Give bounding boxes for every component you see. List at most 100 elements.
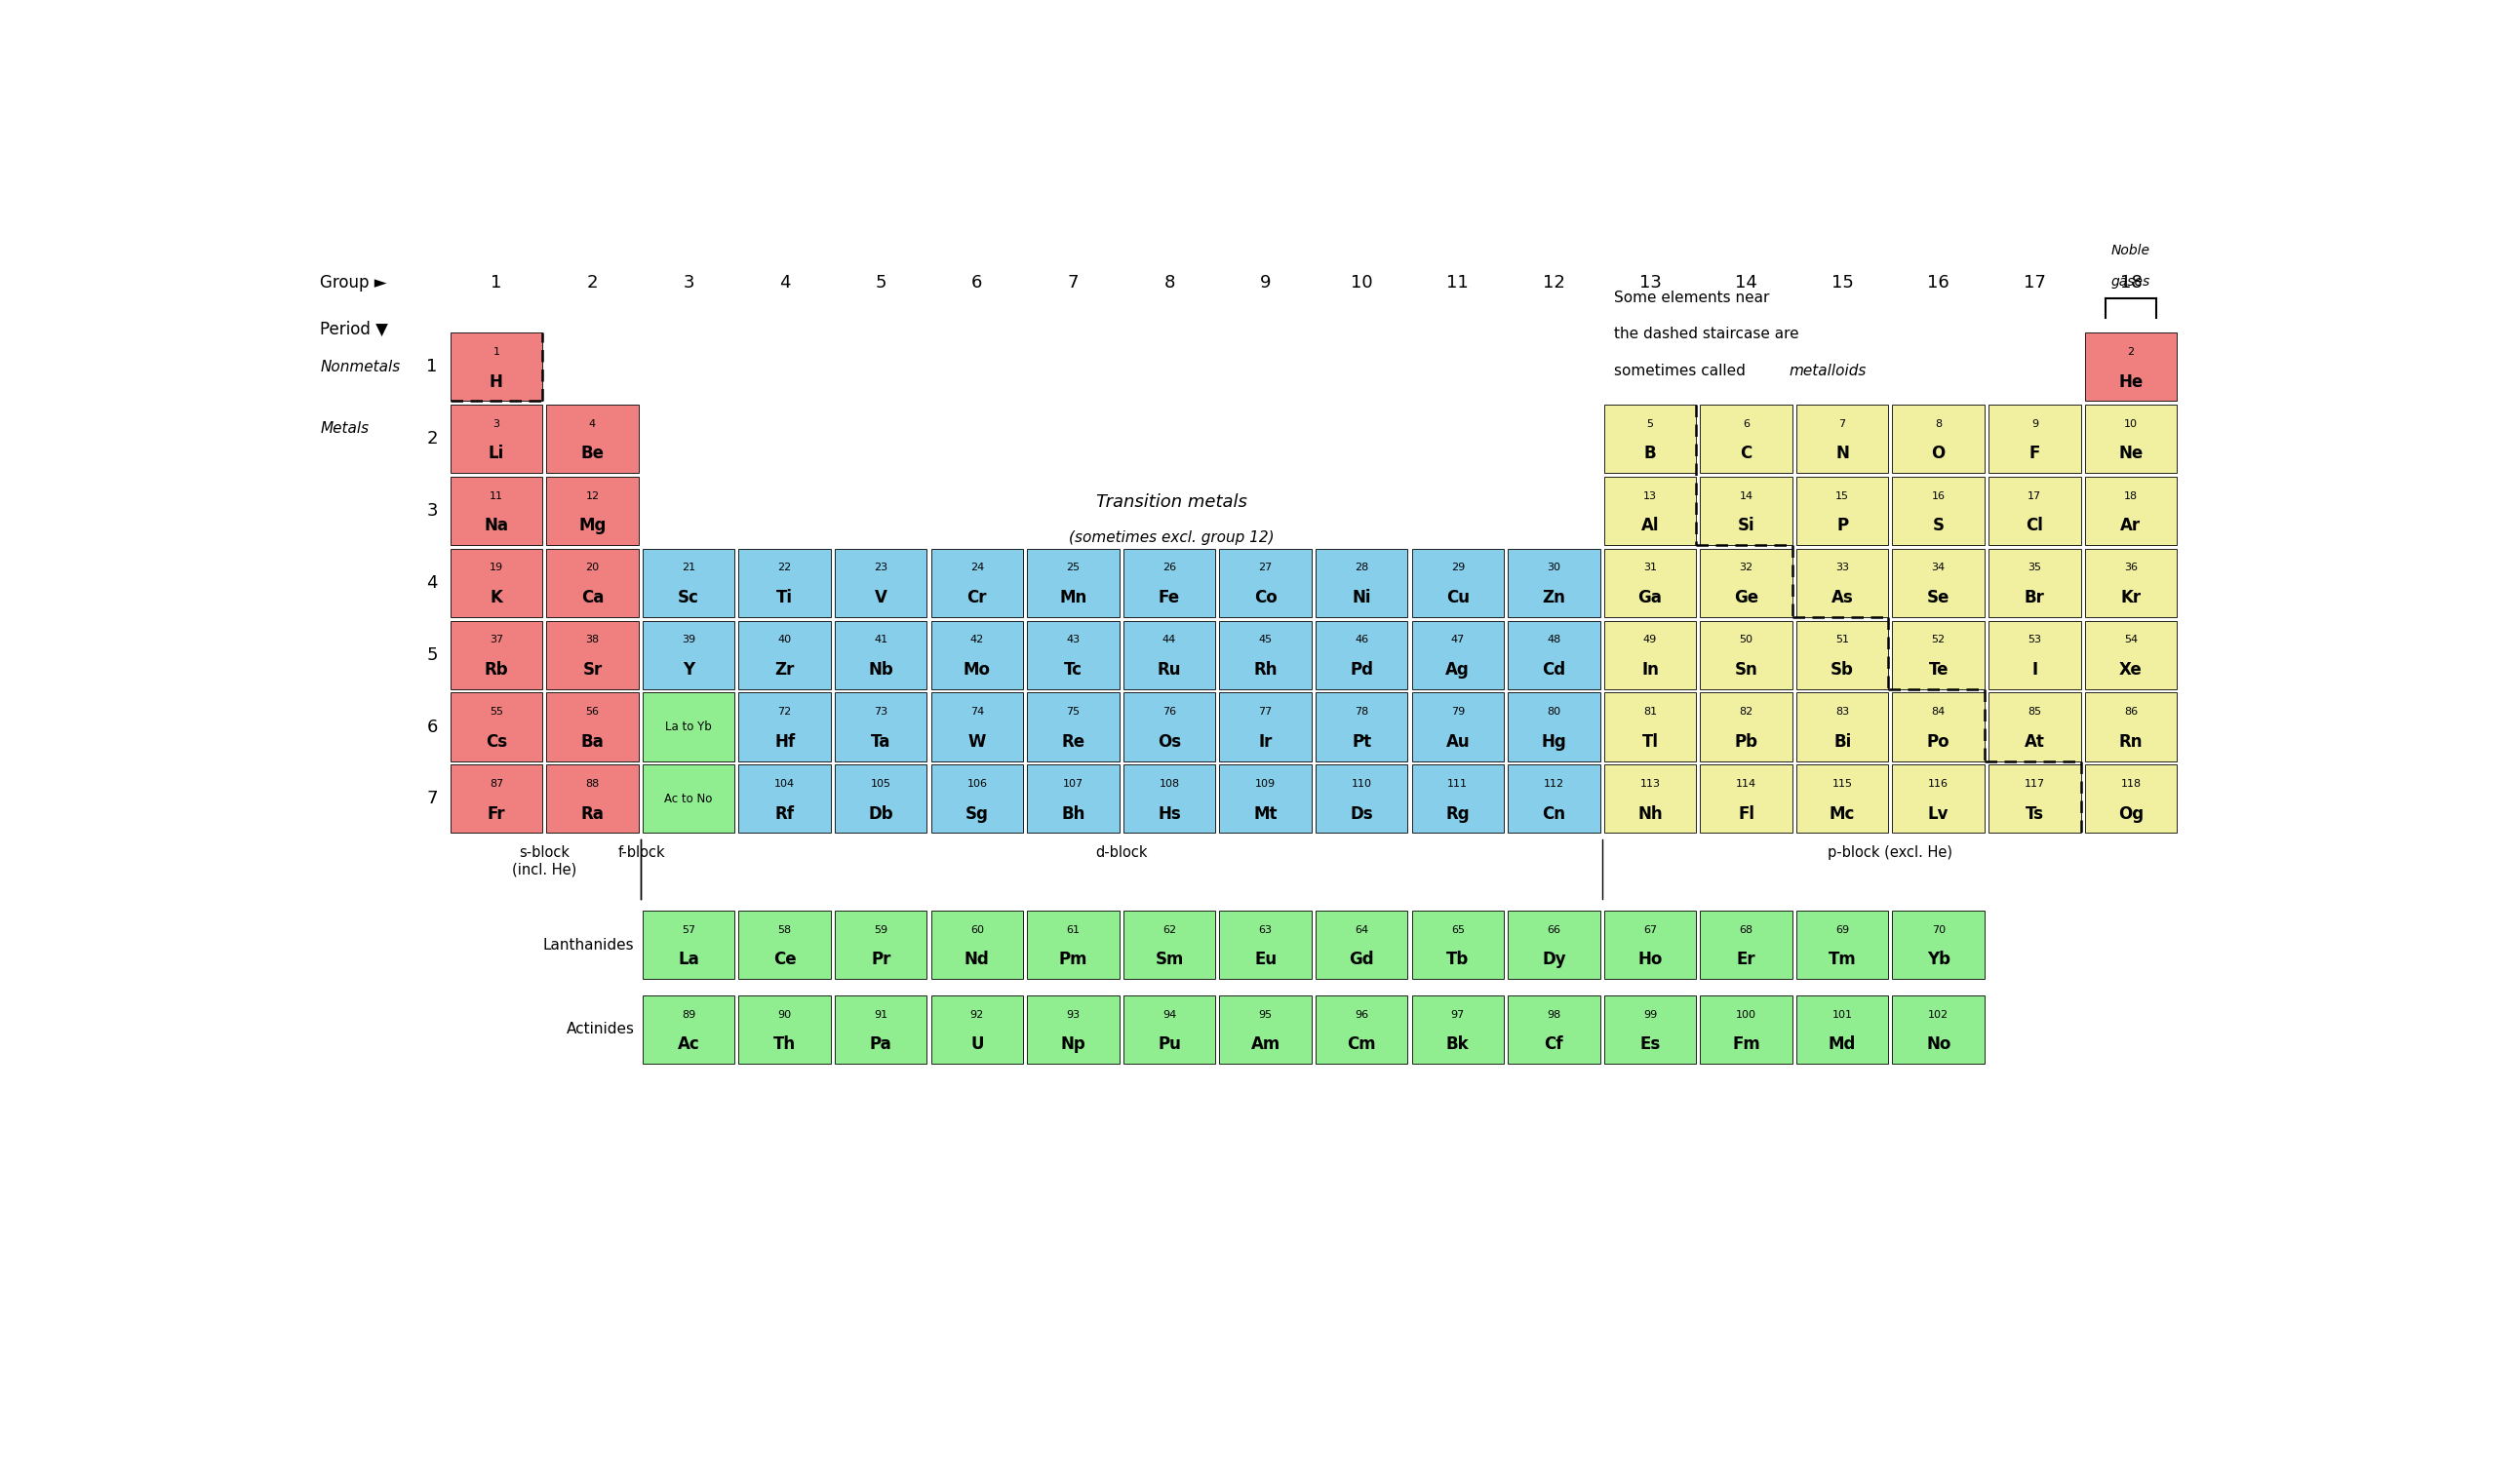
Text: 20: 20 <box>585 562 600 573</box>
Bar <box>643 996 736 1064</box>
Text: p-block (excl. He): p-block (excl. He) <box>1827 845 1953 860</box>
Text: Os: Os <box>1157 733 1182 750</box>
Text: Dy: Dy <box>1542 952 1565 968</box>
Text: Zr: Zr <box>774 662 794 679</box>
Text: Mg: Mg <box>580 517 607 534</box>
Text: 97: 97 <box>1452 1009 1464 1020</box>
Text: 50: 50 <box>1739 635 1754 645</box>
Bar <box>1797 910 1887 978</box>
Bar <box>1507 996 1600 1064</box>
Text: 69: 69 <box>1835 925 1850 934</box>
Text: 35: 35 <box>2029 562 2041 573</box>
Bar <box>1028 996 1119 1064</box>
Text: 2: 2 <box>2127 346 2134 357</box>
Text: Fr: Fr <box>486 805 507 823</box>
Bar <box>738 910 832 978</box>
Text: Tb: Tb <box>1446 952 1469 968</box>
Bar <box>1124 910 1215 978</box>
Bar <box>547 549 638 617</box>
Text: 43: 43 <box>1066 635 1081 645</box>
Text: 90: 90 <box>779 1009 791 1020</box>
Text: 1: 1 <box>494 346 499 357</box>
Text: sometimes called: sometimes called <box>1613 364 1751 379</box>
Text: 72: 72 <box>779 707 791 716</box>
Text: Ds: Ds <box>1351 805 1373 823</box>
Text: 52: 52 <box>1933 635 1945 645</box>
Text: H: H <box>489 373 504 391</box>
Bar <box>1605 910 1696 978</box>
Text: Ts: Ts <box>2026 805 2044 823</box>
Text: 42: 42 <box>970 635 983 645</box>
Text: No: No <box>1925 1036 1950 1054</box>
Bar <box>1411 620 1504 690</box>
Text: Es: Es <box>1641 1036 1661 1054</box>
Text: 49: 49 <box>1643 635 1658 645</box>
Text: Sc: Sc <box>678 589 698 607</box>
Text: Se: Se <box>1928 589 1950 607</box>
Bar <box>2084 765 2177 833</box>
Text: U: U <box>970 1036 983 1054</box>
Text: Og: Og <box>2117 805 2145 823</box>
Bar <box>930 693 1023 761</box>
Bar <box>1797 477 1887 545</box>
Text: 68: 68 <box>1739 925 1754 934</box>
Bar <box>547 765 638 833</box>
Text: Be: Be <box>580 445 605 463</box>
Text: 84: 84 <box>1930 707 1945 716</box>
Bar <box>1893 765 1986 833</box>
Text: 12: 12 <box>585 491 600 500</box>
Text: Pt: Pt <box>1351 733 1371 750</box>
Bar <box>1797 996 1887 1064</box>
Bar <box>1220 996 1310 1064</box>
Text: 11: 11 <box>1446 274 1469 292</box>
Text: 48: 48 <box>1547 635 1560 645</box>
Text: La to Yb: La to Yb <box>665 721 711 733</box>
Text: Er: Er <box>1736 952 1756 968</box>
Bar <box>1893 477 1986 545</box>
Text: Cf: Cf <box>1545 1036 1562 1054</box>
Text: 22: 22 <box>779 562 791 573</box>
Text: Lv: Lv <box>1928 805 1948 823</box>
Text: F: F <box>2029 445 2041 463</box>
Text: 3: 3 <box>426 502 438 519</box>
Text: 81: 81 <box>1643 707 1658 716</box>
Bar <box>451 765 542 833</box>
Text: 87: 87 <box>489 778 504 789</box>
Text: 13: 13 <box>1643 491 1656 500</box>
Text: Sb: Sb <box>1830 662 1855 679</box>
Text: f-block: f-block <box>617 845 665 860</box>
Bar <box>738 693 832 761</box>
Text: 29: 29 <box>1452 562 1464 573</box>
Text: 47: 47 <box>1452 635 1464 645</box>
Text: Sn: Sn <box>1734 662 1759 679</box>
Text: Md: Md <box>1830 1036 1857 1054</box>
Bar <box>1220 693 1310 761</box>
Text: Db: Db <box>869 805 895 823</box>
Text: 44: 44 <box>1162 635 1177 645</box>
Text: 21: 21 <box>683 562 696 573</box>
Text: Ru: Ru <box>1157 662 1182 679</box>
Bar <box>1797 693 1887 761</box>
Bar <box>738 549 832 617</box>
Bar <box>930 549 1023 617</box>
Bar <box>1411 765 1504 833</box>
Bar <box>1893 693 1986 761</box>
Text: gases: gases <box>2112 275 2150 289</box>
Text: Period ▼: Period ▼ <box>320 321 388 339</box>
Bar <box>547 620 638 690</box>
Bar <box>1988 404 2082 474</box>
Text: 5: 5 <box>426 647 438 663</box>
Text: 26: 26 <box>1162 562 1177 573</box>
Text: 118: 118 <box>2119 778 2142 789</box>
Text: 77: 77 <box>1257 707 1273 716</box>
Text: Cm: Cm <box>1348 1036 1376 1054</box>
Text: Bk: Bk <box>1446 1036 1469 1054</box>
Bar <box>1507 693 1600 761</box>
Text: 53: 53 <box>2029 635 2041 645</box>
Bar <box>1124 693 1215 761</box>
Text: Ta: Ta <box>872 733 890 750</box>
Text: Tm: Tm <box>1830 952 1857 968</box>
Text: Nb: Nb <box>869 662 895 679</box>
Text: Hg: Hg <box>1542 733 1567 750</box>
Text: Bh: Bh <box>1061 805 1086 823</box>
